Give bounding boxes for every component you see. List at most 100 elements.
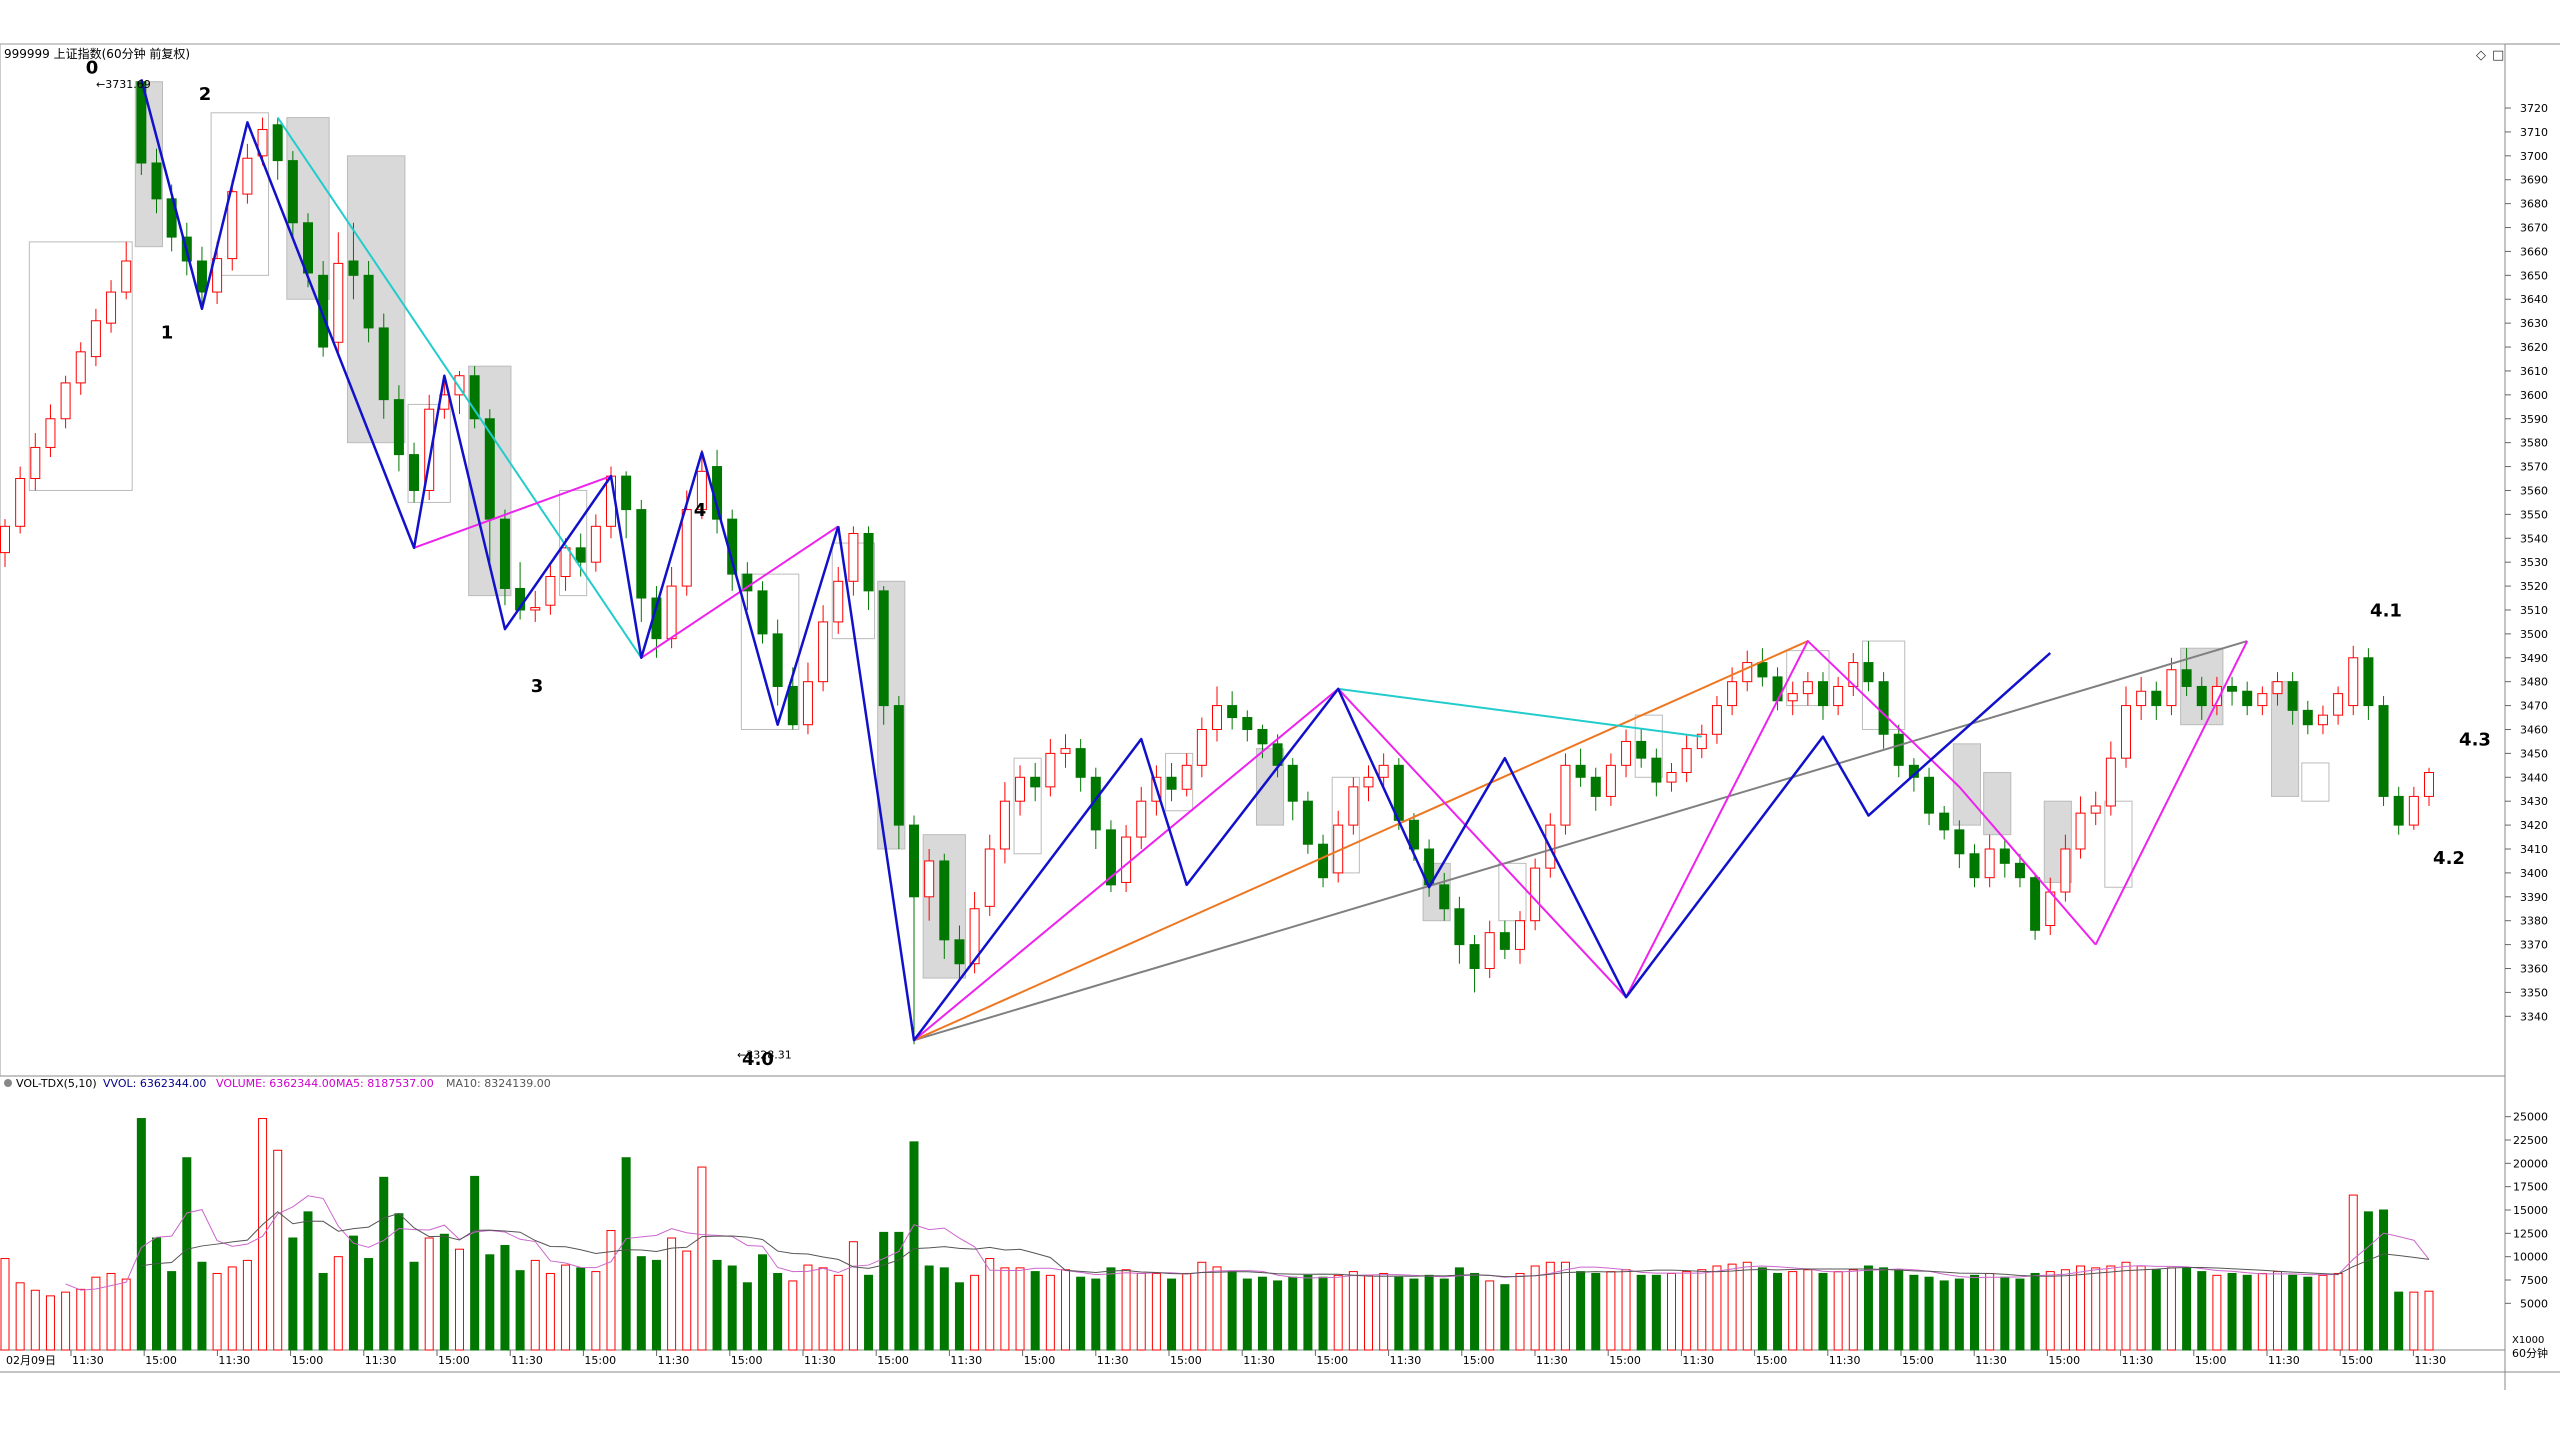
maximize-icon[interactable]: □ [2492, 48, 2504, 63]
volume-bar [1197, 1261, 1207, 1351]
volume-bar [2379, 1209, 2389, 1351]
price-tick-label: 3590 [2520, 413, 2548, 426]
volume-bar [1697, 1269, 1707, 1351]
price-tick-label: 3580 [2520, 437, 2548, 450]
volume-bar [1273, 1280, 1283, 1351]
volume-bar [2182, 1267, 2192, 1351]
volume-bar [985, 1258, 995, 1351]
candle-body [454, 375, 465, 396]
wave-line-blue [140, 79, 840, 726]
candle-body [696, 470, 707, 511]
vvol-label: VVOL: 6362344.00 [103, 1077, 206, 1090]
price-tick-label: 3530 [2520, 556, 2548, 569]
time-label: 11:30 [365, 1354, 397, 1367]
volume-axis: 25000 22500 20000 17500 15000 12500 10000 7500 5… [2505, 1111, 2548, 1310]
zone-box [346, 155, 406, 444]
time-label: 15:00 [1902, 1354, 1934, 1367]
volume-bar [1106, 1267, 1116, 1351]
volume-tick-label: 12500 [2513, 1227, 2548, 1240]
candle-body [90, 320, 101, 358]
volume-bar [1318, 1276, 1328, 1351]
candle-body [1954, 829, 1965, 855]
candle-body [363, 274, 374, 329]
price-tick-label: 3430 [2520, 795, 2548, 808]
time-axis: 02月09日 11:30 15:00 11:30 15:00 11:30 15:00 11:3… [6, 1350, 2446, 1367]
volume-bar [1803, 1269, 1813, 1351]
volume-bar [470, 1175, 480, 1351]
time-label: 15:00 [1316, 1354, 1348, 1367]
price-tick-label: 3450 [2520, 747, 2548, 760]
volume-bar [1682, 1271, 1692, 1351]
indicator-toggle-icon[interactable] [4, 1079, 12, 1087]
volume-bar [1560, 1261, 1570, 1351]
volume-bar [939, 1267, 949, 1351]
candle-body [2363, 657, 2374, 707]
candle-body [802, 681, 813, 726]
price-annotation: ←3731.69 [96, 78, 151, 91]
candle-body [863, 532, 874, 592]
price-tick-label: 3390 [2520, 891, 2548, 904]
volume-bar [288, 1237, 298, 1351]
volume-bar [258, 1118, 268, 1351]
time-label: 15:00 [292, 1354, 324, 1367]
candle-body [2348, 657, 2359, 707]
wave-lines [140, 79, 2249, 1042]
volume-bar [2045, 1271, 2055, 1351]
volume-bar [136, 1118, 146, 1351]
candle-body [1212, 705, 1222, 730]
candles [0, 80, 2434, 1045]
volume-bar [167, 1271, 177, 1351]
candle-body [833, 580, 844, 623]
volume-bar [364, 1258, 374, 1351]
candle-body [1651, 757, 1662, 783]
volume-bar [30, 1289, 40, 1351]
time-label: 15:00 [877, 1354, 909, 1367]
candle-body [545, 576, 556, 606]
volume-unit-label: X1000 [2512, 1335, 2544, 1346]
volume-bar [1636, 1274, 1646, 1351]
time-label: 11:30 [1390, 1354, 1422, 1367]
price-tick-label: 3400 [2520, 867, 2548, 880]
volume-bar [515, 1270, 525, 1351]
volume-bar [1485, 1280, 1495, 1351]
candle-body [1742, 662, 1753, 683]
wave-label: 4 [694, 500, 707, 521]
time-label: 11:30 [1975, 1354, 2007, 1367]
candle-body [318, 274, 329, 348]
volume-bar [1651, 1274, 1661, 1351]
candle-body [1924, 776, 1935, 814]
candle-body [424, 408, 435, 491]
volume-bar [2303, 1276, 2313, 1351]
time-label: 11:30 [1536, 1354, 1568, 1367]
volume-bar [1348, 1271, 1358, 1351]
candle-body [1727, 681, 1738, 707]
wave-label: 4.0 [742, 1049, 774, 1070]
volume-bar [970, 1274, 980, 1351]
trend-line-orange [913, 640, 1809, 1042]
candle-body [1848, 662, 1859, 687]
volume-bar [394, 1213, 404, 1351]
candle-body [772, 633, 783, 687]
price-annotation: ←3328.31 [737, 1048, 792, 1061]
diamond-icon[interactable]: ◇ [2476, 48, 2486, 63]
time-label: 11:30 [2122, 1354, 2154, 1367]
volume-bar [697, 1166, 707, 1351]
volume-tick-label: 10000 [2513, 1251, 2548, 1264]
candle-body [818, 621, 829, 683]
window-corner-buttons[interactable]: ◇ □ [2476, 48, 2504, 63]
wave-labels: 0 1 2 3 4 4.0 4.1 4.2 4.3 ←3731.69 ←3328.31 [86, 58, 2491, 1070]
candle-body [787, 685, 798, 726]
volume-bar [1454, 1267, 1464, 1351]
time-label: 11:30 [218, 1354, 250, 1367]
volume-bar [152, 1237, 161, 1351]
candle-body [1590, 776, 1601, 797]
volume-bar [621, 1157, 631, 1351]
volume-bar [500, 1244, 510, 1351]
volume-bar [2015, 1278, 2025, 1351]
candle-body [560, 547, 571, 578]
candle-body [2211, 685, 2222, 707]
candle-body [2302, 709, 2313, 726]
wave-label: 4.3 [2459, 729, 2491, 750]
volume-bar [106, 1272, 116, 1351]
